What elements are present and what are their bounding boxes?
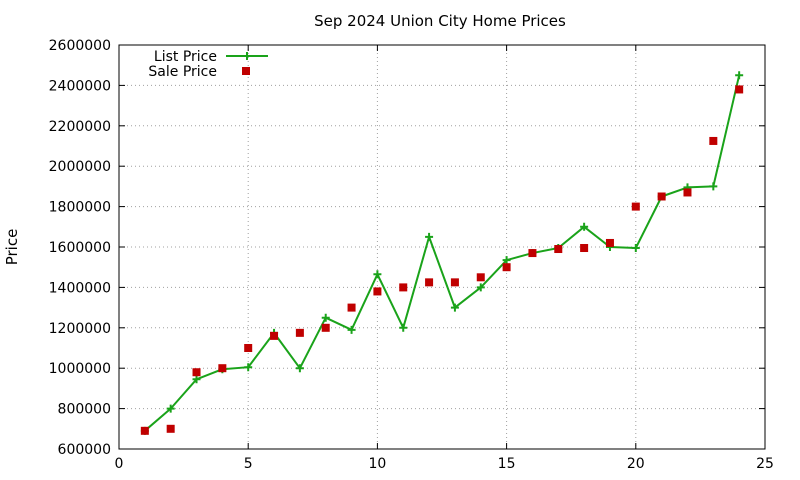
list-price-point	[166, 404, 175, 413]
list-price-point	[450, 303, 459, 312]
sale-price-point	[450, 278, 459, 287]
y-tick-label: 2000000	[49, 159, 111, 175]
grid	[119, 45, 765, 449]
y-axis-title: Price	[3, 229, 21, 266]
x-tick-label: 20	[627, 456, 645, 472]
y-tick-label: 1400000	[49, 280, 111, 296]
sale-price-point	[218, 364, 227, 373]
sale-price-point	[554, 245, 563, 254]
sale-price-point	[295, 328, 304, 337]
list-price-point	[321, 313, 330, 322]
list-price-point	[735, 71, 744, 80]
list-price-point	[631, 244, 640, 253]
chart-title: Sep 2024 Union City Home Prices	[314, 12, 566, 30]
list-price-point	[399, 323, 408, 332]
y-tick-label: 1800000	[49, 200, 111, 216]
x-tick-label: 15	[498, 456, 516, 472]
y-tick-label: 1600000	[49, 240, 111, 256]
sale-price-point	[166, 424, 175, 433]
list-price-point	[476, 283, 485, 292]
series-layer	[140, 71, 744, 435]
sale-price-point	[476, 273, 485, 282]
list-price-point	[709, 182, 718, 191]
legend: List Price Sale Price	[148, 49, 268, 80]
sale-price-point	[399, 283, 408, 292]
y-tick-label: 1000000	[49, 361, 111, 377]
sale-price-point	[735, 85, 744, 94]
sale-price-point	[373, 287, 382, 296]
legend-marker-sale-price	[242, 67, 250, 75]
y-tick-label: 2200000	[49, 119, 111, 135]
sale-price-point	[502, 263, 511, 272]
list-price-point	[295, 364, 304, 373]
legend-label-sale-price: Sale Price	[148, 64, 217, 80]
sale-price-point	[605, 238, 614, 247]
list-price-point	[425, 232, 434, 241]
list-price-point	[192, 375, 201, 384]
sale-price-point	[321, 323, 330, 332]
sale-price-point	[347, 303, 356, 312]
list-price-point	[502, 256, 511, 265]
list-price-point	[580, 222, 589, 231]
y-tick-label: 2600000	[49, 38, 111, 54]
list-price-point	[347, 325, 356, 334]
y-tick-label: 800000	[58, 402, 111, 418]
y-tick-label: 600000	[58, 442, 111, 458]
axis-ticks: 0 5 10 15 20 25 600000 800000 1000000 1200000 1400…	[49, 38, 774, 472]
y-tick-label: 2400000	[49, 78, 111, 94]
sale-price-point	[140, 426, 149, 435]
x-tick-label: 10	[368, 456, 386, 472]
sale-price-point	[631, 202, 640, 211]
x-tick-label: 25	[756, 456, 774, 472]
sale-price-point	[270, 331, 279, 340]
sale-price-point	[657, 192, 666, 201]
sale-price-point	[244, 344, 253, 352]
legend-marker-list-price	[243, 52, 251, 60]
sale-price-point	[580, 244, 589, 253]
x-tick-label: 0	[115, 456, 124, 472]
legend-label-list-price: List Price	[154, 49, 217, 65]
sale-price-point	[192, 368, 201, 377]
y-tick-label: 1200000	[49, 321, 111, 337]
list-price-line	[144, 75, 741, 432]
list-price-point	[244, 363, 253, 372]
sale-price-point	[683, 188, 692, 197]
x-tick-label: 5	[244, 456, 253, 472]
list-price-point	[373, 270, 382, 279]
sale-price-point	[528, 249, 537, 258]
sale-price-point	[425, 278, 434, 287]
sale-price-point	[709, 136, 718, 145]
